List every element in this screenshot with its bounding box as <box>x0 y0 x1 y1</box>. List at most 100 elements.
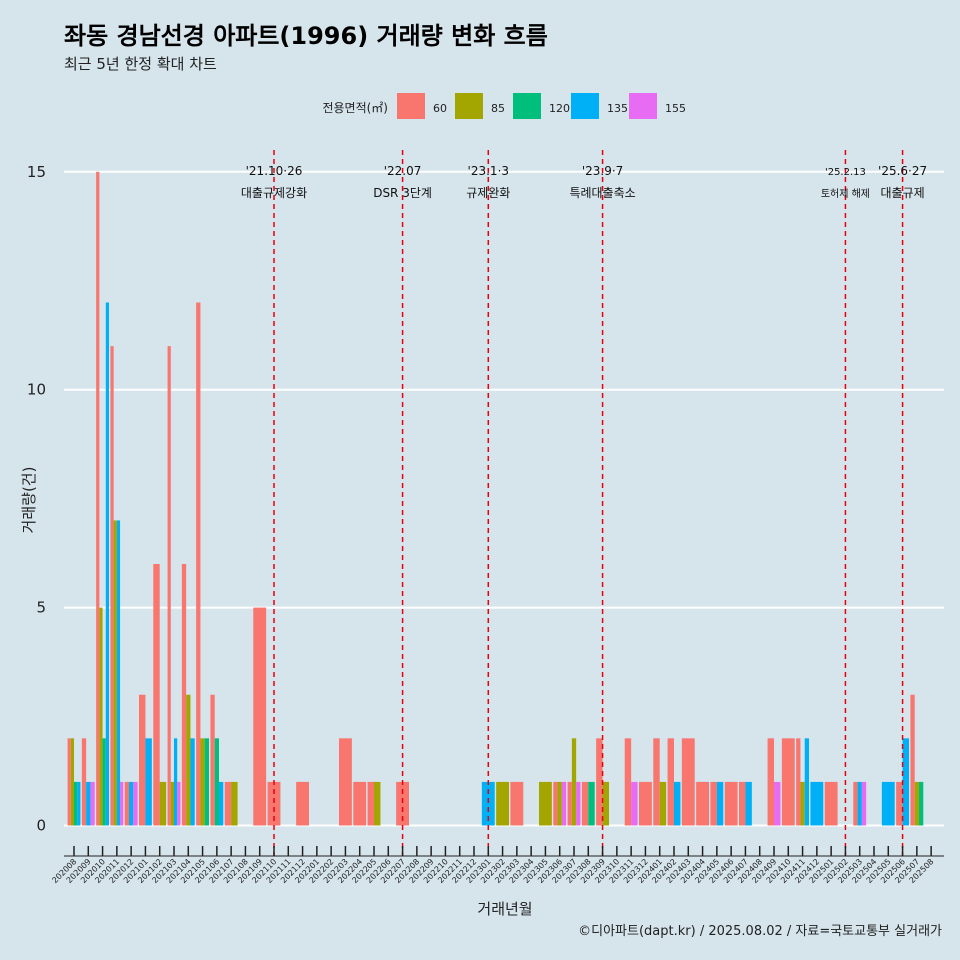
bar-202012-60 <box>124 781 129 826</box>
bar-202501-60 <box>824 781 838 826</box>
legend: 전용면적(㎡) 60 85 120 135 155 <box>322 93 686 119</box>
bar-202104-135 <box>190 738 195 826</box>
bar-202411-60 <box>796 738 801 826</box>
legend-swatch-135 <box>571 93 599 119</box>
bar-202507-85 <box>914 781 919 826</box>
legend-label-85: 85 <box>491 102 505 115</box>
bar-202312-60 <box>639 781 652 826</box>
bar-202309-85 <box>602 781 609 826</box>
bar-202112-60 <box>296 781 309 826</box>
bar-202008-60 <box>67 738 71 826</box>
bar-202106-60 <box>210 694 215 826</box>
bar-202107-85 <box>231 781 238 826</box>
event-desc-label: 토허제 해제 <box>821 187 870 200</box>
bar-202011-135 <box>116 520 121 826</box>
bar-202110-60 <box>267 781 281 826</box>
bar-202010-135 <box>105 302 109 826</box>
legend-label-155: 155 <box>665 102 686 115</box>
bar-202102-85 <box>159 781 167 826</box>
bar-202011-155 <box>120 781 124 826</box>
bar-202103-60 <box>167 346 171 826</box>
bar-202403-60 <box>681 738 695 826</box>
bar-202410-60 <box>781 738 795 826</box>
bar-202401-60 <box>653 738 660 826</box>
bar-202009-135 <box>86 781 91 826</box>
bar-202008-135 <box>77 781 81 826</box>
bar-202205-85 <box>374 781 381 826</box>
bar-202507-60 <box>910 694 915 826</box>
bar-202101-135 <box>145 738 152 826</box>
bar-202102-60 <box>153 564 160 826</box>
bar-202106-135 <box>219 781 224 826</box>
y-axis-title: 거래량(건) <box>20 467 38 534</box>
legend-label-120: 120 <box>549 102 570 115</box>
bar-202409-155 <box>774 781 781 826</box>
bar-202503-60 <box>853 781 858 826</box>
bar-202107-60 <box>224 781 232 826</box>
bar-202010-60 <box>96 171 100 826</box>
bar-202010-120 <box>102 738 106 826</box>
x-axis-title: 거래년월 <box>477 900 532 918</box>
bar-202308-120 <box>588 781 595 826</box>
y-tick-label: 10 <box>27 381 46 399</box>
bar-202507-120 <box>919 781 924 826</box>
bar-202105-120 <box>204 738 209 826</box>
legend-label-60: 60 <box>433 102 447 115</box>
x-axis: 2020082020092020102020112020122021012021… <box>50 846 944 885</box>
y-axis: 0 5 10 15 <box>27 163 46 835</box>
legend-title: 전용면적(㎡) <box>322 101 388 115</box>
event-desc-label: 규제완화 <box>466 186 510 200</box>
event-date-label: '23.1·3 <box>468 164 509 178</box>
bar-202302-85 <box>496 781 509 826</box>
bar-202311-60 <box>624 738 632 826</box>
chart-title: 좌동 경남선경 아파트(1996) 거래량 변화 흐름 <box>64 22 548 50</box>
bar-202411-135 <box>804 738 809 826</box>
bar-202506-60 <box>896 781 903 826</box>
legend-swatch-60 <box>397 93 425 119</box>
bar-202012-155 <box>133 781 138 826</box>
bar-202402-135 <box>674 781 681 826</box>
bar-202105-60 <box>196 302 201 826</box>
bar-202104-60 <box>181 564 187 826</box>
bar-202205-60 <box>367 781 374 826</box>
bar-202104-85 <box>186 694 191 826</box>
bar-202307-60 <box>567 781 572 826</box>
bar-202306-85 <box>557 781 562 826</box>
event-desc-label: 특례대출축소 <box>569 186 635 200</box>
bar-202407-60 <box>739 781 746 826</box>
event-date-label: '25.2.13 <box>825 167 866 178</box>
bar-202404-60 <box>696 781 709 826</box>
bar-202405-60 <box>710 781 717 826</box>
bar-202103-135 <box>174 738 178 826</box>
bar-202407-135 <box>745 781 752 826</box>
bar-202009-155 <box>90 781 95 826</box>
bar-202309-60 <box>596 738 603 826</box>
bar-202409-60 <box>767 738 774 826</box>
bar-202411-85 <box>800 781 805 826</box>
bar-202103-155 <box>177 781 181 826</box>
legend-label-135: 135 <box>607 102 628 115</box>
event-desc-label: 대출규제 <box>880 186 924 200</box>
bar-202109-60 <box>253 607 267 826</box>
bar-202308-60 <box>581 781 589 826</box>
bar-202401-85 <box>659 781 667 826</box>
bar-202009-60 <box>81 738 87 826</box>
bar-202106-120 <box>214 738 219 826</box>
bar-202311-155 <box>631 781 638 826</box>
bar-202405-135 <box>716 781 724 826</box>
bar-202010-85 <box>99 607 103 826</box>
event-desc-label: DSR 3단계 <box>373 186 432 200</box>
caption: ©디아파트(dapt.kr) / 2025.08.02 / 자료=국토교통부 실… <box>578 924 942 939</box>
bar-202505-135 <box>881 781 895 826</box>
bar-202503-155 <box>861 781 867 826</box>
event-markers: '21.10·26 대출규제강화 '22.07 DSR 3단계 '23.1·3 규제완화 '… <box>241 150 927 856</box>
bar-202011-85 <box>113 520 117 826</box>
y-tick-label: 0 <box>36 816 46 834</box>
bar-202402-60 <box>667 738 674 826</box>
gridlines <box>64 170 944 827</box>
bar-202406-60 <box>724 781 738 826</box>
bar-202506-135 <box>902 738 909 826</box>
bar-202204-60 <box>353 781 367 826</box>
bar-202307-85 <box>571 738 577 826</box>
bar-202306-60 <box>553 781 558 826</box>
